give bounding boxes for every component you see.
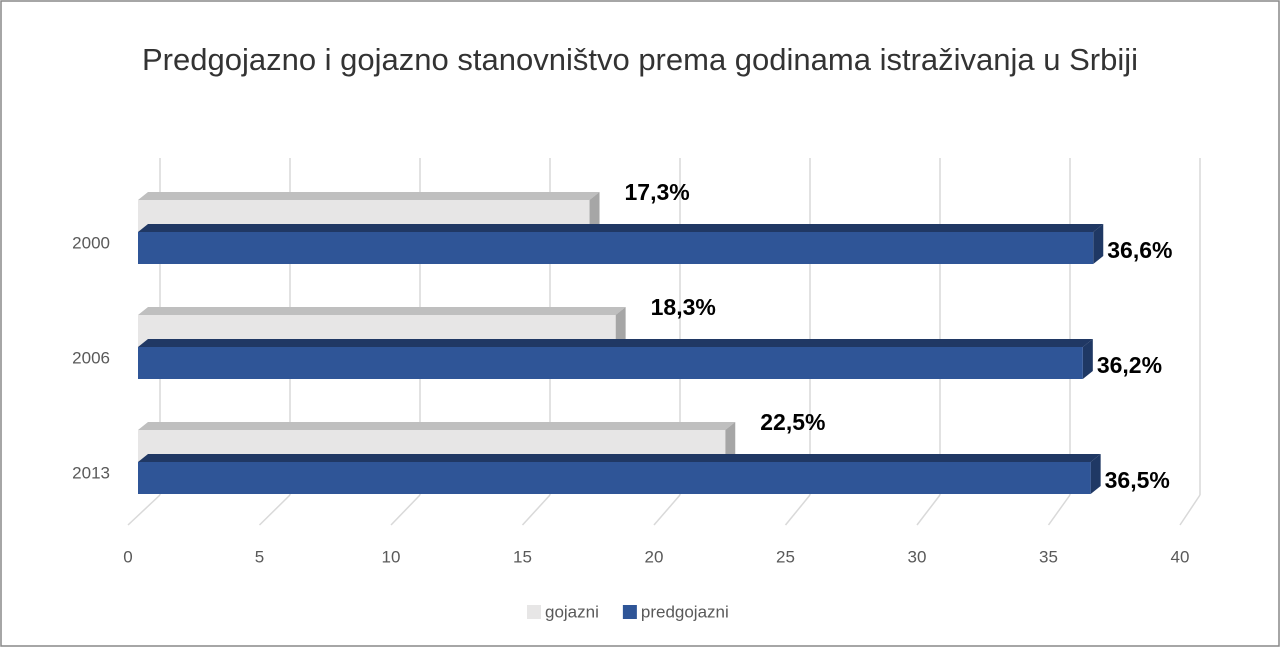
floor-line: [653, 494, 681, 526]
bar: [138, 462, 1091, 494]
y-tick-label: 2000: [72, 233, 110, 252]
bar-side: [589, 192, 600, 232]
legend-label: predgojazni: [641, 602, 729, 621]
floor-line: [390, 494, 421, 526]
bar-top: [138, 454, 1101, 462]
x-tick-label: 35: [1039, 547, 1058, 566]
legend-swatch: [527, 605, 541, 619]
data-label: 36,5%: [1105, 467, 1170, 493]
bar-side: [1093, 224, 1104, 264]
bar-top: [138, 224, 1104, 232]
data-label: 36,2%: [1097, 352, 1162, 378]
data-label: 17,3%: [625, 179, 690, 205]
data-label: 18,3%: [651, 294, 716, 320]
x-tick-label: 30: [908, 547, 927, 566]
floor-line: [1047, 494, 1071, 526]
bar-top: [138, 422, 736, 430]
data-label: 22,5%: [760, 409, 825, 435]
floor-line: [1179, 494, 1201, 526]
bar-side: [1090, 454, 1101, 494]
x-tick-label: 0: [123, 547, 132, 566]
bar: [138, 347, 1083, 379]
floor-line: [258, 494, 291, 526]
floor-line: [521, 494, 551, 526]
floor-line: [784, 494, 811, 526]
bar-side: [725, 422, 736, 462]
y-tick-label: 2013: [72, 463, 110, 482]
floor-line: [127, 494, 161, 526]
x-tick-label: 5: [255, 547, 264, 566]
legend-label: gojazni: [545, 602, 599, 621]
x-tick-label: 10: [382, 547, 401, 566]
x-tick-label: 25: [776, 547, 795, 566]
x-tick-label: 40: [1171, 547, 1190, 566]
floor-line: [916, 494, 941, 526]
chart-title: Predgojazno i gojazno stanovništvo prema…: [142, 42, 1138, 77]
bar-top: [138, 192, 600, 200]
bar-top: [138, 339, 1093, 347]
y-tick-label: 2006: [72, 348, 110, 367]
bar-top: [138, 307, 626, 315]
bar-side: [1082, 339, 1093, 379]
x-tick-label: 20: [645, 547, 664, 566]
x-tick-label: 15: [513, 547, 532, 566]
bar: [138, 232, 1094, 264]
bar-side: [615, 307, 626, 347]
legend-swatch: [622, 605, 637, 619]
data-label: 36,6%: [1107, 237, 1172, 263]
